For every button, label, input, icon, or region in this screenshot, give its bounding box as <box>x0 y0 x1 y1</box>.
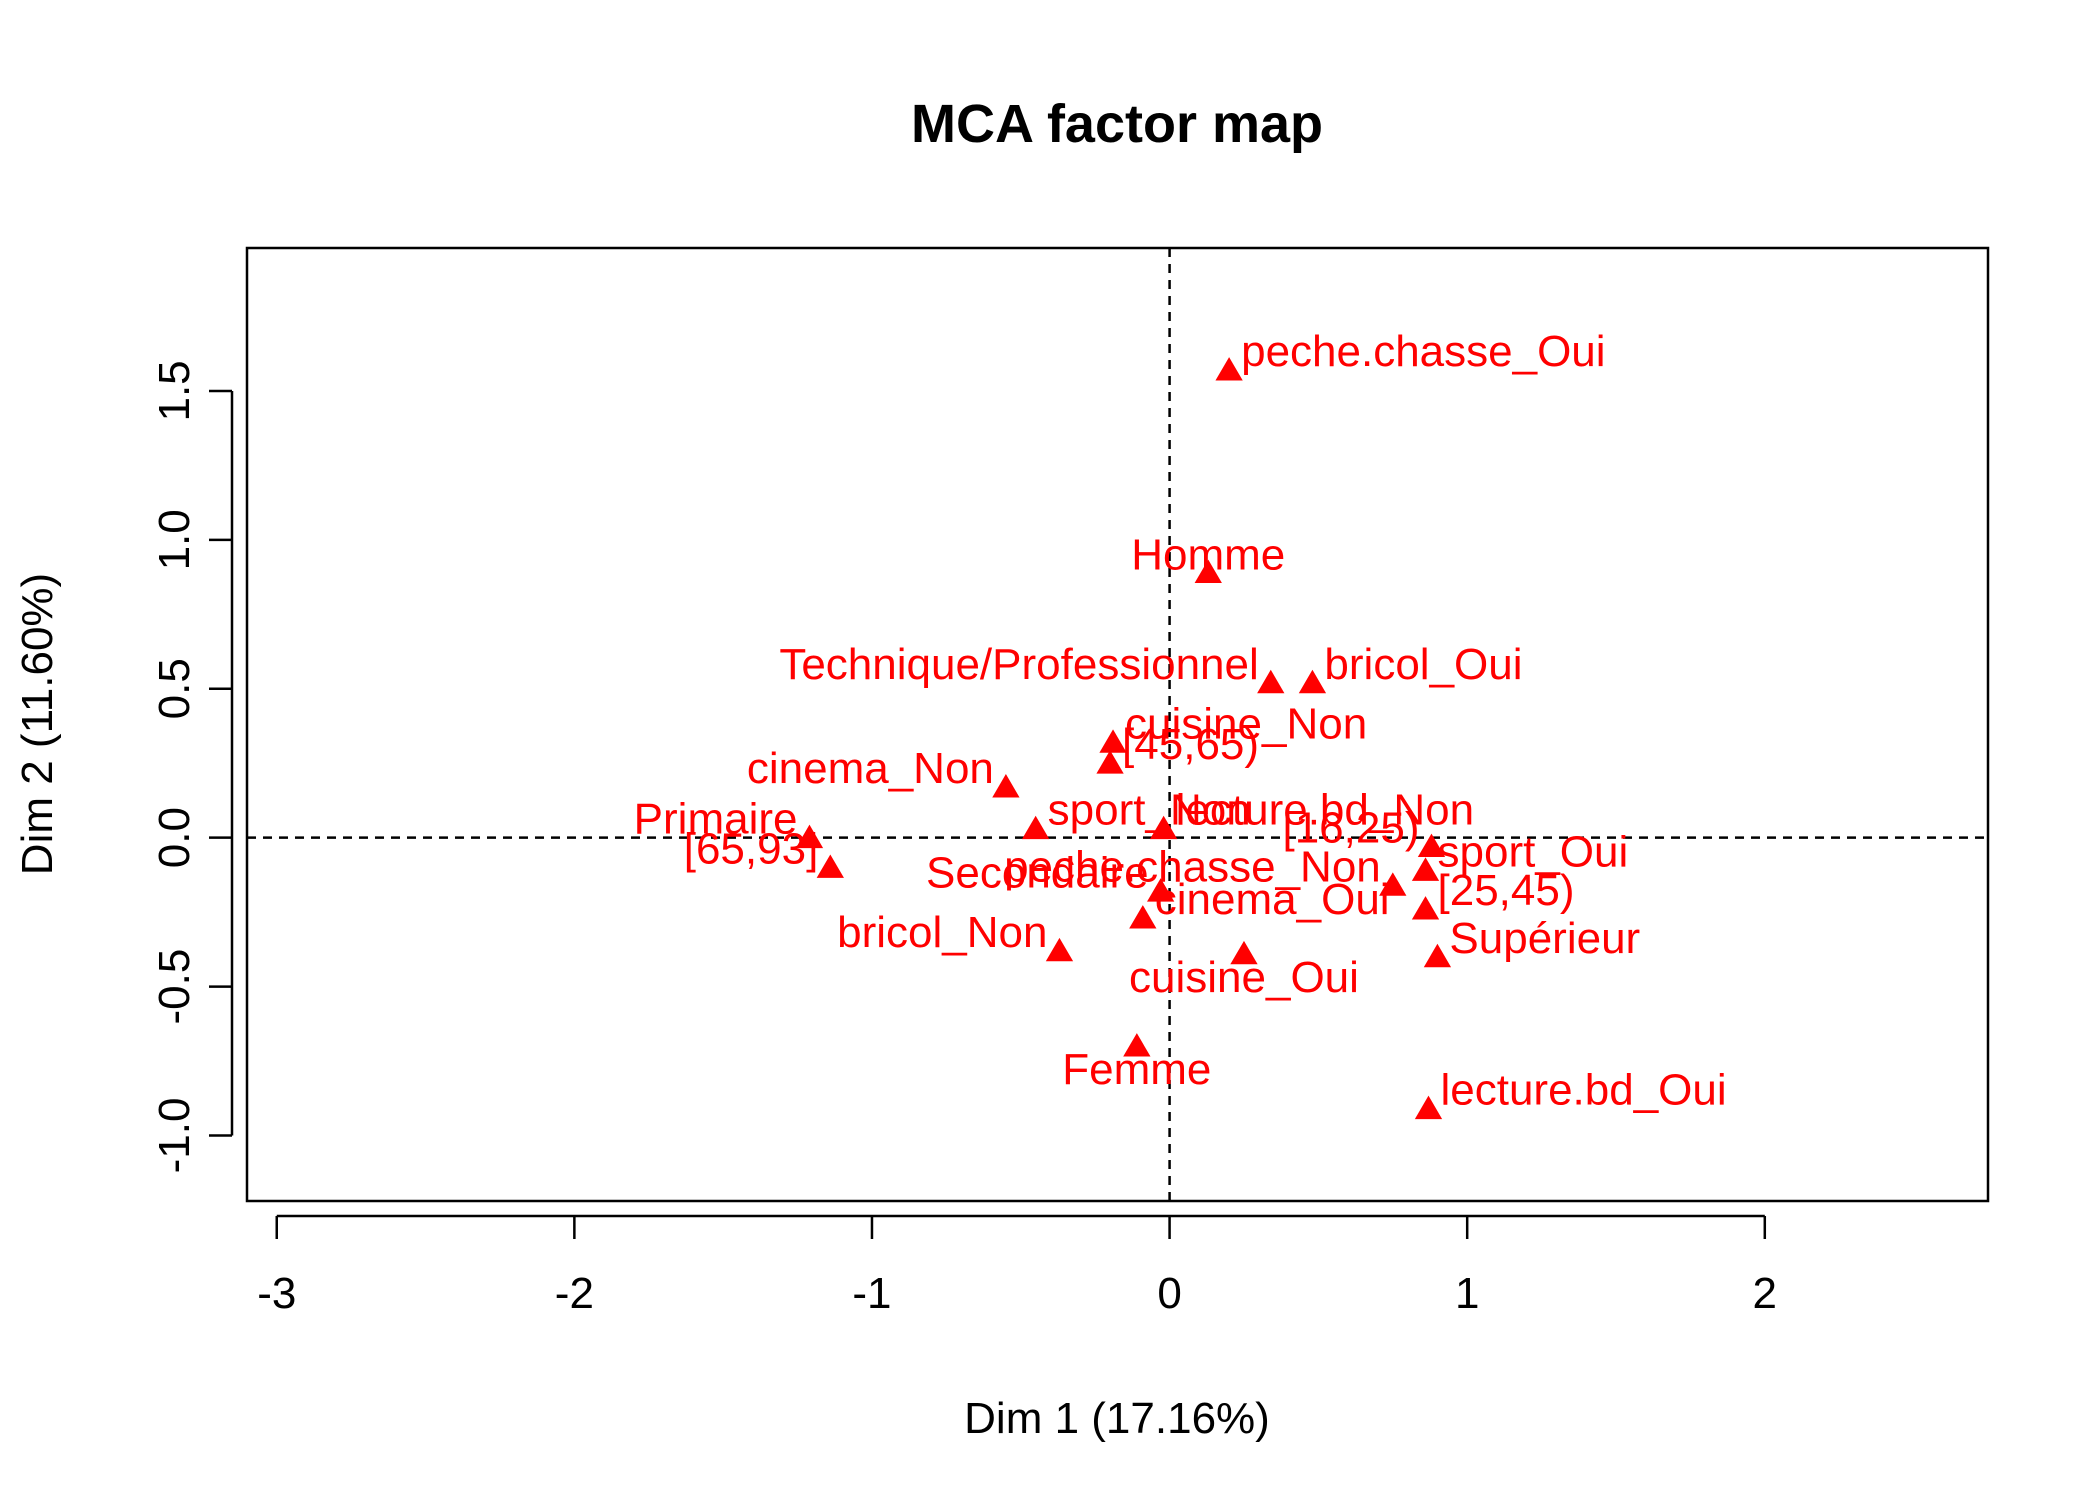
point-marker <box>1099 729 1127 753</box>
point-marker <box>1411 857 1440 881</box>
point-label: sport_Non <box>1048 786 1251 835</box>
point-marker <box>1417 833 1446 858</box>
point-marker <box>1230 940 1258 965</box>
data-points: peche.chasse_Oui Homme Technique/Professio… <box>634 327 1727 1120</box>
y-tick-label: 0.0 <box>150 807 199 868</box>
x-tick-label: -2 <box>555 1269 594 1318</box>
y-tick-label: -0.5 <box>150 949 199 1025</box>
point-marker <box>795 824 824 849</box>
point-label: lecture.bd_Oui <box>1440 1066 1726 1115</box>
point-marker <box>1411 896 1440 920</box>
point-marker <box>1257 669 1285 694</box>
point-label: cuisine_Oui <box>1129 953 1359 1002</box>
point-label: bricol_Oui <box>1324 640 1522 689</box>
point-label: [25,45) <box>1438 866 1575 915</box>
point-label: lecture.bd_Non <box>1176 786 1474 835</box>
point-label: [45,65) <box>1122 720 1259 769</box>
point-marker <box>1022 815 1050 840</box>
point-marker <box>816 854 844 878</box>
point-label: bricol_Non <box>837 908 1047 957</box>
y-axis: -1.0 -0.5 0.0 0.5 1.0 1.5 <box>150 360 234 1174</box>
point-marker <box>1215 357 1243 381</box>
point-label: peche.chasse_Oui <box>1241 327 1605 376</box>
point-marker <box>1414 1095 1443 1120</box>
point-label: cinema_Non <box>747 744 994 793</box>
x-tick-label: 0 <box>1157 1269 1181 1318</box>
point-marker <box>1379 872 1407 896</box>
reference-lines <box>247 248 1988 1201</box>
point-label: Supérieur <box>1449 914 1640 963</box>
chart-title: MCA factor map <box>911 94 1323 154</box>
point-marker <box>1298 669 1327 694</box>
x-tick-label: -3 <box>257 1269 296 1318</box>
y-tick-label: 1.5 <box>150 360 199 421</box>
point-marker <box>1096 750 1124 774</box>
point-label: cuisine_Non <box>1125 699 1367 748</box>
point-label: Technique/Professionnel <box>779 640 1258 689</box>
point-label: Secondaire <box>926 848 1149 897</box>
x-tick-label: 1 <box>1455 1269 1479 1318</box>
x-axis-label: Dim 1 (17.16%) <box>964 1394 1270 1443</box>
point-marker <box>1129 905 1157 929</box>
point-marker <box>1149 815 1178 840</box>
point-label: peche.chasse_Non <box>1004 842 1381 891</box>
y-tick-label: 1.0 <box>150 509 199 570</box>
point-label: Femme <box>1062 1045 1211 1094</box>
y-axis-label: Dim 2 (11.60%) <box>13 573 62 875</box>
plot-area-frame <box>245 246 1990 1203</box>
point-label: Primaire <box>634 795 798 844</box>
point-marker <box>992 774 1020 798</box>
point-label: Homme <box>1131 531 1285 580</box>
point-marker <box>1423 943 1452 968</box>
y-tick-label: 0.5 <box>150 658 199 719</box>
x-tick-label: 2 <box>1753 1269 1777 1318</box>
point-marker <box>1194 559 1222 584</box>
point-marker <box>1147 878 1175 902</box>
point-label: [16,25) <box>1282 804 1419 853</box>
x-tick-label: -1 <box>852 1269 891 1318</box>
point-marker <box>1123 1033 1151 1057</box>
y-tick-label: -1.0 <box>150 1098 199 1174</box>
point-marker <box>1045 937 1074 962</box>
point-label: [65,93] <box>684 824 819 873</box>
point-label: sport_Oui <box>1438 827 1629 876</box>
x-axis: -3 -2 -1 0 1 2 <box>257 1214 1777 1318</box>
point-label: cinema_Oui <box>1155 875 1390 924</box>
